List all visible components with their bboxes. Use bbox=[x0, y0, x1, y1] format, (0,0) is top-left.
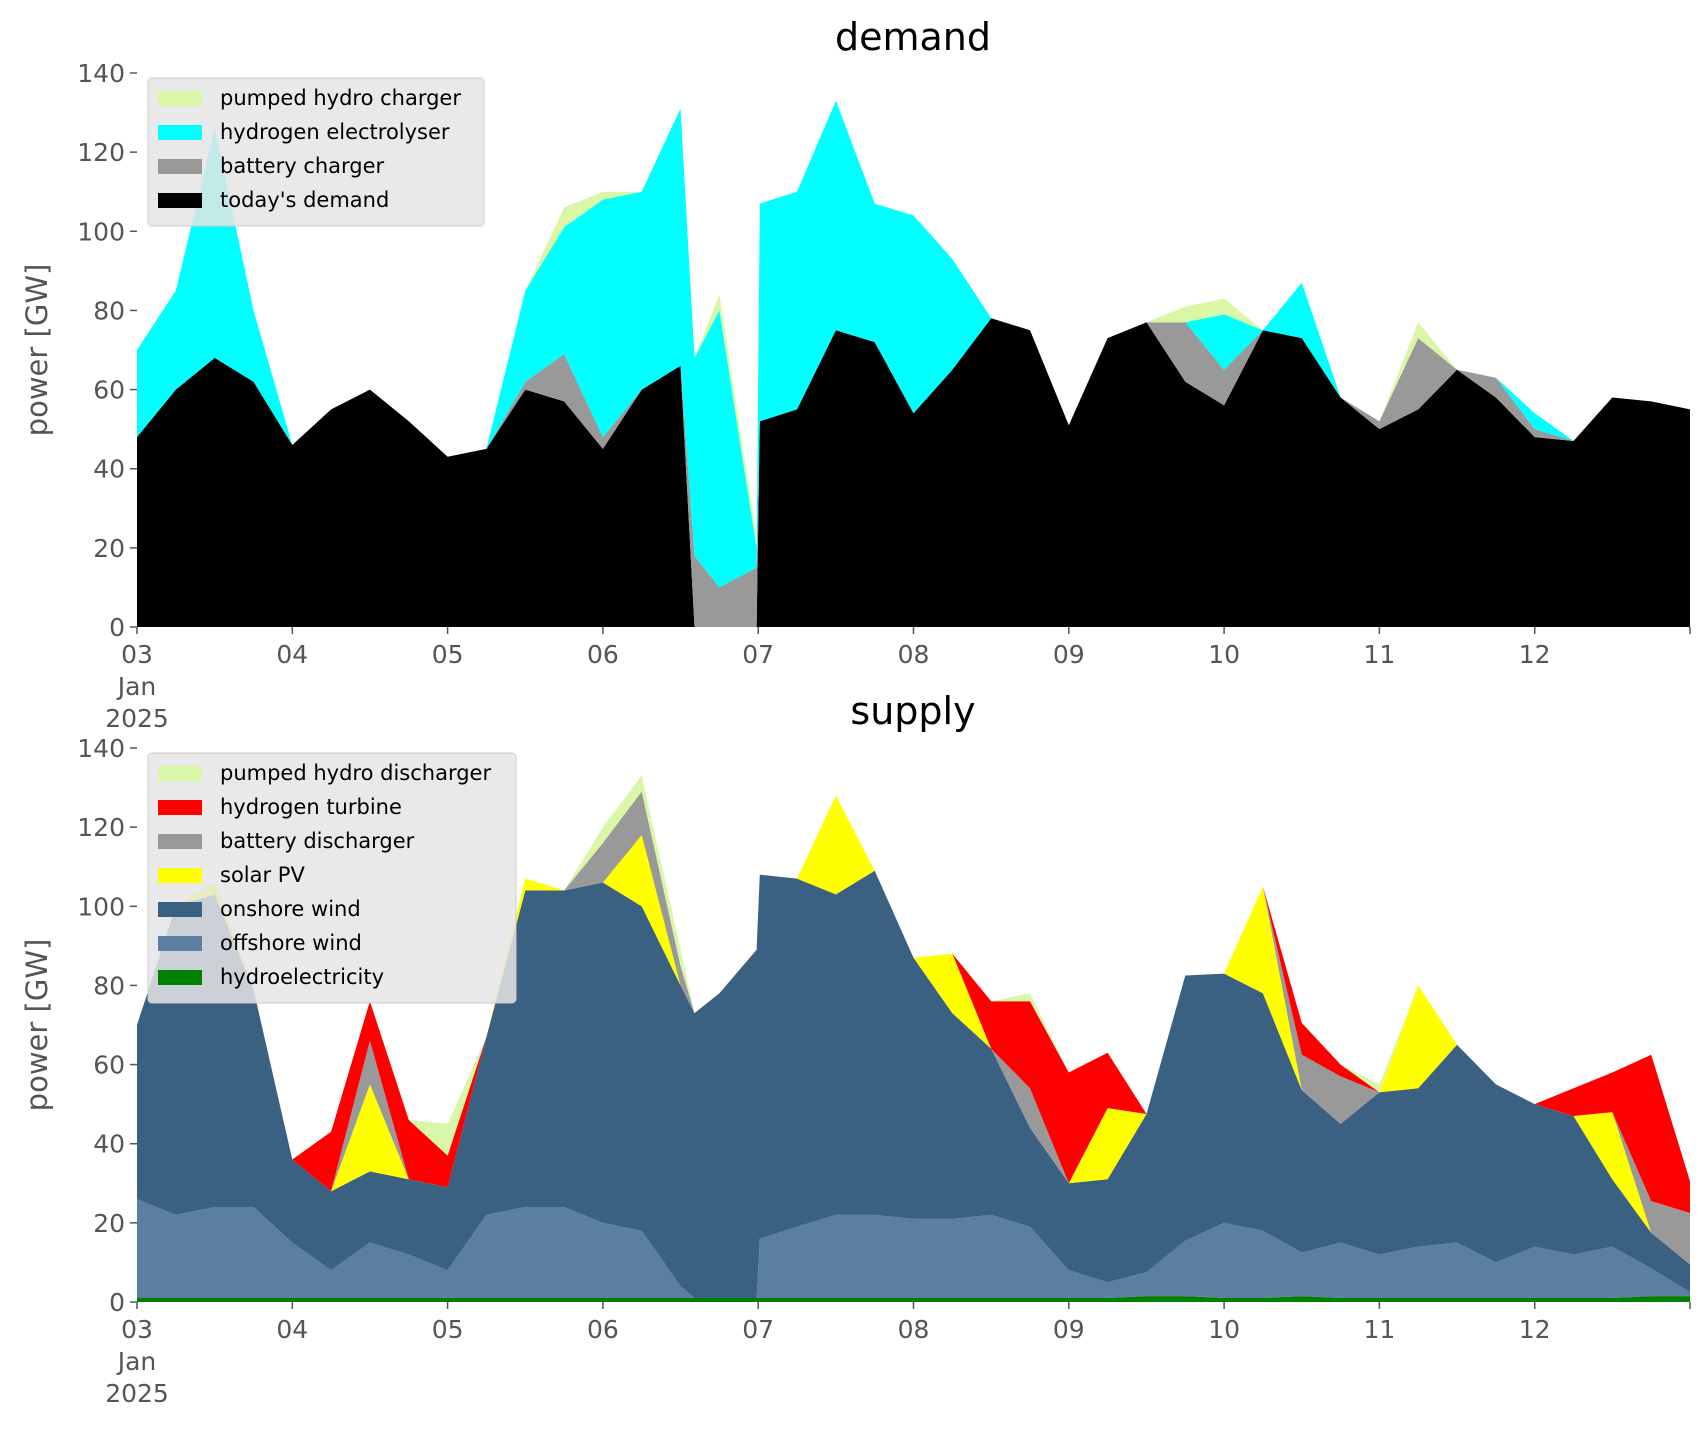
supply-y-tick-label: 0 bbox=[109, 1288, 125, 1317]
demand-y-tick-label: 80 bbox=[93, 296, 125, 325]
supply-legend-swatch bbox=[158, 800, 202, 815]
demand-x-tick-label: 11 bbox=[1363, 640, 1395, 669]
supply-y-tick-label: 120 bbox=[77, 813, 125, 842]
demand-x-tick-label: 04 bbox=[276, 640, 308, 669]
demand-x-tick-label: 12 bbox=[1519, 640, 1551, 669]
supply-legend-swatch bbox=[158, 868, 202, 883]
supply-chart-title: supply bbox=[850, 689, 975, 733]
demand-y-tick-label: 60 bbox=[93, 376, 125, 405]
demand-legend-swatch bbox=[158, 125, 202, 140]
supply-legend-swatch bbox=[158, 834, 202, 849]
demand-x-tick-sublabel: Jan bbox=[116, 672, 157, 701]
demand-y-tick-label: 20 bbox=[93, 534, 125, 563]
demand-area-series bbox=[137, 100, 1690, 627]
supply-legend-label: onshore wind bbox=[220, 897, 361, 921]
demand-legend-swatch bbox=[158, 193, 202, 208]
supply-panel: supply power [GW] 0 20 40 60 80 100 120 140 03 Ja… bbox=[20, 689, 1691, 1408]
supply-y-tick-label: 60 bbox=[93, 1051, 125, 1080]
supply-legend-label: pumped hydro discharger bbox=[220, 761, 491, 785]
demand-chart-title: demand bbox=[835, 15, 991, 59]
supply-area-series bbox=[137, 775, 1690, 1302]
demand-panel: demand power [GW] 0 20 40 60 80 100 120 140 03 Ja… bbox=[20, 15, 1691, 733]
demand-y-tick-label: 100 bbox=[77, 217, 125, 246]
demand-y-tick-label: 120 bbox=[77, 138, 125, 167]
demand-x-tick-label: 05 bbox=[432, 640, 464, 669]
supply-axes: 0 20 40 60 80 100 120 140 03 Jan 2025 04 05 06 07 08 09 1… bbox=[77, 734, 1691, 1408]
supply-x-tick-label: 10 bbox=[1208, 1315, 1240, 1344]
demand-x-tick-label: 07 bbox=[742, 640, 774, 669]
demand-legend-label: hydrogen electrolyser bbox=[220, 120, 450, 144]
demand-legend-label: today's demand bbox=[220, 188, 389, 212]
supply-x-tick-label: 03 bbox=[121, 1315, 153, 1344]
supply-y-axis-label: power [GW] bbox=[20, 939, 54, 1112]
supply-area-hydroelectricity bbox=[137, 1296, 1690, 1302]
supply-area-offshore-wind bbox=[137, 1199, 1690, 1298]
demand-x-tick-label: 06 bbox=[587, 640, 619, 669]
supply-legend-swatch bbox=[158, 936, 202, 951]
demand-legend-box bbox=[147, 77, 485, 227]
supply-legend: pumped hydro discharger hydrogen turbine b… bbox=[147, 752, 517, 1004]
demand-x-tick-label: 10 bbox=[1208, 640, 1240, 669]
demand-y-tick-label: 40 bbox=[93, 455, 125, 484]
supply-x-tick-label: 09 bbox=[1053, 1315, 1085, 1344]
supply-x-tick-label: 04 bbox=[276, 1315, 308, 1344]
supply-legend-swatch bbox=[158, 902, 202, 917]
demand-x-tick-label: 03 bbox=[121, 640, 153, 669]
supply-legend-label: battery discharger bbox=[220, 829, 415, 853]
demand-legend-label: battery charger bbox=[220, 154, 385, 178]
supply-y-tick-label: 100 bbox=[77, 892, 125, 921]
supply-legend-label: hydroelectricity bbox=[220, 965, 384, 989]
supply-x-tick-label: 08 bbox=[898, 1315, 930, 1344]
demand-x-tick-sublabel: 2025 bbox=[105, 704, 169, 733]
demand-legend-swatch bbox=[158, 91, 202, 106]
supply-x-tick-label: 05 bbox=[432, 1315, 464, 1344]
supply-y-tick-label: 140 bbox=[77, 734, 125, 763]
demand-axes: 0 20 40 60 80 100 120 140 03 Jan 2025 04 05 06 07 08 09 1… bbox=[77, 59, 1691, 733]
demand-x-tick-label: 09 bbox=[1053, 640, 1085, 669]
demand-area-today-s-demand bbox=[137, 318, 1690, 627]
supply-x-tick-label: 06 bbox=[587, 1315, 619, 1344]
demand-legend: pumped hydro charger hydrogen electrolyse… bbox=[147, 77, 485, 227]
supply-x-tick-label: 12 bbox=[1519, 1315, 1551, 1344]
demand-area-hydrogen-electrolyser bbox=[137, 100, 1690, 588]
supply-legend-label: solar PV bbox=[220, 863, 305, 887]
demand-legend-swatch bbox=[158, 159, 202, 174]
supply-x-tick-sublabel: 2025 bbox=[105, 1379, 169, 1408]
supply-legend-label: hydrogen turbine bbox=[220, 795, 402, 819]
demand-legend-label: pumped hydro charger bbox=[220, 86, 461, 110]
demand-y-tick-label: 0 bbox=[109, 613, 125, 642]
supply-legend-box bbox=[147, 752, 517, 1004]
supply-legend-label: offshore wind bbox=[220, 931, 362, 955]
supply-x-tick-label: 07 bbox=[742, 1315, 774, 1344]
demand-y-axis-label: power [GW] bbox=[20, 264, 54, 437]
supply-legend-swatch bbox=[158, 766, 202, 781]
supply-legend-swatch bbox=[158, 970, 202, 985]
demand-x-tick-label: 08 bbox=[898, 640, 930, 669]
supply-y-tick-label: 80 bbox=[93, 971, 125, 1000]
supply-x-tick-label: 11 bbox=[1363, 1315, 1395, 1344]
supply-x-tick-sublabel: Jan bbox=[116, 1347, 157, 1376]
supply-area-onshore-wind bbox=[137, 870, 1690, 1298]
supply-y-tick-label: 40 bbox=[93, 1130, 125, 1159]
demand-y-tick-label: 140 bbox=[77, 59, 125, 88]
supply-y-tick-label: 20 bbox=[93, 1209, 125, 1238]
